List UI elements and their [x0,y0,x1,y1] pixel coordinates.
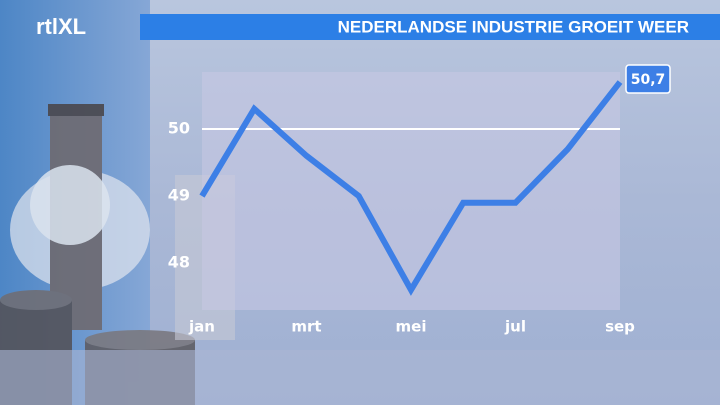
footer-band [0,350,720,405]
logo: rtlXL [36,14,86,39]
x-tick-label: jan [188,318,215,336]
y-tick-label: 48 [168,253,190,272]
plot-area [202,72,620,310]
value-label-box [625,64,671,94]
x-tick-label: sep [605,318,635,336]
y-tick-label: 49 [168,186,190,205]
title-bar [140,14,720,40]
y-tick-label: 50 [168,118,190,137]
value-label: 50,7 [631,72,666,88]
x-tick-label: jul [504,318,526,336]
chart-title: NEDERLANDSE INDUSTRIE GROEIT WEER [338,17,689,36]
x-tick-label: mrt [291,318,321,336]
x-tick-label: mei [396,318,427,336]
data-line [199,80,623,296]
